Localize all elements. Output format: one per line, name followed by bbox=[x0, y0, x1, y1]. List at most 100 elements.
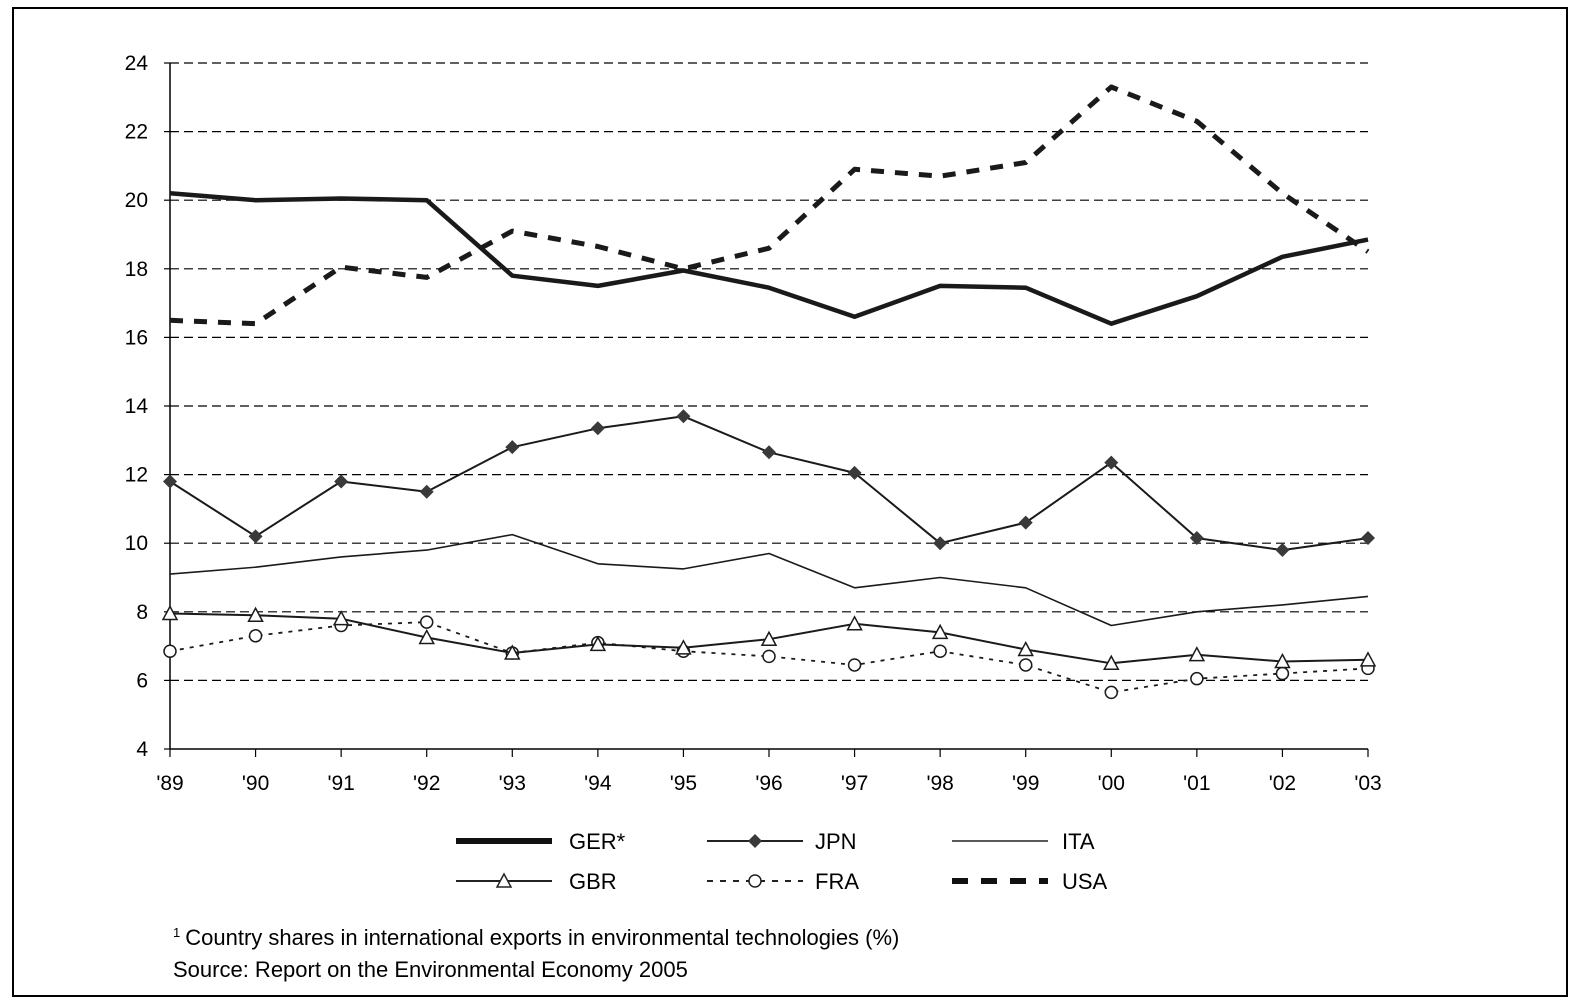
x-tick-label: '01 bbox=[1183, 772, 1210, 795]
data-point-fra bbox=[762, 649, 776, 664]
y-axis-ticks: 4 6 8 10 12 14 16 18 20 22 24 bbox=[125, 52, 170, 761]
legend-marker-fra bbox=[748, 874, 762, 888]
x-tick-label: '90 bbox=[242, 772, 269, 795]
legend-label-fra: FRA bbox=[815, 869, 859, 894]
x-tick-label: '98 bbox=[926, 772, 953, 795]
data-point-jpn bbox=[505, 440, 520, 455]
data-point-jpn bbox=[1361, 531, 1375, 546]
data-point-fra bbox=[1275, 666, 1290, 681]
legend-marker-gbr bbox=[495, 872, 513, 888]
y-tick-label: 18 bbox=[125, 258, 148, 281]
data-point-jpn bbox=[334, 474, 349, 489]
data-point-jpn bbox=[1189, 531, 1204, 546]
x-tick-label: '92 bbox=[413, 772, 440, 795]
data-point-gbr bbox=[504, 644, 521, 660]
data-point-jpn bbox=[1018, 515, 1033, 530]
gridlines bbox=[170, 62, 1368, 682]
x-tick-label: '94 bbox=[584, 772, 612, 795]
legend: GER* JPN ITA GBR FRA USA bbox=[456, 829, 1108, 894]
legend-item-fra: FRA bbox=[707, 869, 859, 894]
data-point-gbr bbox=[332, 610, 350, 626]
y-tick-label: 16 bbox=[125, 326, 148, 349]
footnote-source: Source: Report on the Environmental Econ… bbox=[173, 957, 688, 982]
y-tick-label: 20 bbox=[125, 189, 148, 212]
series-line-usa bbox=[169, 84, 1370, 327]
legend-marker-jpn bbox=[748, 834, 762, 848]
series-usa bbox=[169, 84, 1370, 327]
data-point-jpn bbox=[419, 484, 434, 499]
data-point-gbr bbox=[1188, 646, 1206, 662]
data-point-jpn bbox=[676, 409, 691, 424]
data-point-fra bbox=[248, 629, 263, 643]
x-axis-ticks: '89 '90 '91 '92 '93 '94 '95 '96 '97 '98 '99 '00 '01 '… bbox=[156, 749, 1382, 795]
data-point-jpn bbox=[1104, 455, 1119, 470]
x-tick-label: '03 bbox=[1354, 772, 1381, 795]
legend-label-gbr: GBR bbox=[569, 869, 617, 894]
data-point-fra bbox=[847, 658, 862, 672]
legend-item-ger: GER* bbox=[456, 829, 626, 854]
y-tick-label: 12 bbox=[125, 464, 148, 487]
data-point-gbr bbox=[1103, 654, 1120, 670]
y-tick-label: 10 bbox=[125, 532, 148, 555]
data-point-gbr bbox=[846, 615, 863, 631]
series-gbr bbox=[161, 604, 1377, 670]
x-tick-label: '97 bbox=[841, 772, 868, 795]
data-point-jpn bbox=[762, 445, 776, 460]
data-point-fra bbox=[1190, 671, 1204, 686]
footnote-text: Country shares in international exports … bbox=[185, 925, 900, 950]
chart-frame bbox=[12, 7, 1568, 997]
y-tick-label: 22 bbox=[125, 121, 148, 144]
data-point-fra bbox=[419, 615, 434, 629]
data-point-gbr bbox=[161, 604, 179, 621]
data-point-gbr bbox=[1274, 652, 1291, 669]
series-layer bbox=[161, 84, 1377, 700]
data-point-gbr bbox=[675, 639, 692, 655]
legend-label-ita: ITA bbox=[1062, 829, 1095, 854]
y-tick-label: 24 bbox=[125, 52, 149, 75]
legend-label-ger: GER* bbox=[569, 829, 626, 854]
legend-label-jpn: JPN bbox=[815, 829, 857, 854]
data-point-gbr bbox=[1359, 651, 1377, 667]
x-tick-label: '93 bbox=[499, 772, 526, 795]
data-point-jpn bbox=[163, 474, 177, 489]
data-point-fra bbox=[933, 644, 947, 658]
series-line-ita bbox=[169, 533, 1369, 627]
data-point-jpn bbox=[590, 421, 605, 436]
series-line-ger bbox=[169, 191, 1369, 326]
series-ger bbox=[169, 191, 1369, 326]
data-point-gbr bbox=[589, 635, 607, 652]
series-line-jpn bbox=[169, 415, 1369, 552]
x-tick-label: '96 bbox=[755, 772, 782, 795]
y-tick-label: 14 bbox=[125, 395, 149, 418]
series-ita bbox=[169, 533, 1369, 627]
legend-item-jpn: JPN bbox=[707, 829, 857, 854]
x-tick-label: '02 bbox=[1269, 772, 1296, 795]
y-tick-label: 8 bbox=[136, 601, 148, 624]
data-point-gbr bbox=[1017, 640, 1034, 657]
x-tick-label: '99 bbox=[1012, 772, 1039, 795]
legend-item-usa: USA bbox=[952, 869, 1108, 894]
data-point-gbr bbox=[931, 623, 949, 640]
legend-item-gbr: GBR bbox=[456, 869, 617, 894]
data-point-gbr bbox=[418, 628, 435, 645]
data-point-gbr bbox=[760, 630, 778, 646]
x-tick-label: '91 bbox=[327, 772, 354, 795]
x-tick-label: '89 bbox=[156, 772, 183, 795]
series-jpn bbox=[163, 409, 1375, 558]
axes bbox=[169, 63, 1368, 750]
data-point-fra bbox=[1104, 685, 1119, 700]
legend-item-ita: ITA bbox=[952, 829, 1095, 854]
data-point-fra bbox=[1018, 658, 1033, 672]
x-tick-label: '95 bbox=[670, 772, 697, 795]
legend-label-usa: USA bbox=[1062, 869, 1108, 894]
data-point-jpn bbox=[1275, 543, 1290, 558]
data-point-jpn bbox=[933, 536, 948, 551]
y-tick-label: 6 bbox=[136, 669, 148, 692]
data-point-gbr bbox=[247, 606, 264, 622]
footnote-description: 1 Country shares in international exports… bbox=[173, 925, 899, 951]
x-tick-label: '00 bbox=[1098, 772, 1125, 795]
data-point-jpn bbox=[847, 465, 862, 480]
data-point-jpn bbox=[248, 529, 263, 544]
data-point-fra bbox=[163, 644, 177, 658]
